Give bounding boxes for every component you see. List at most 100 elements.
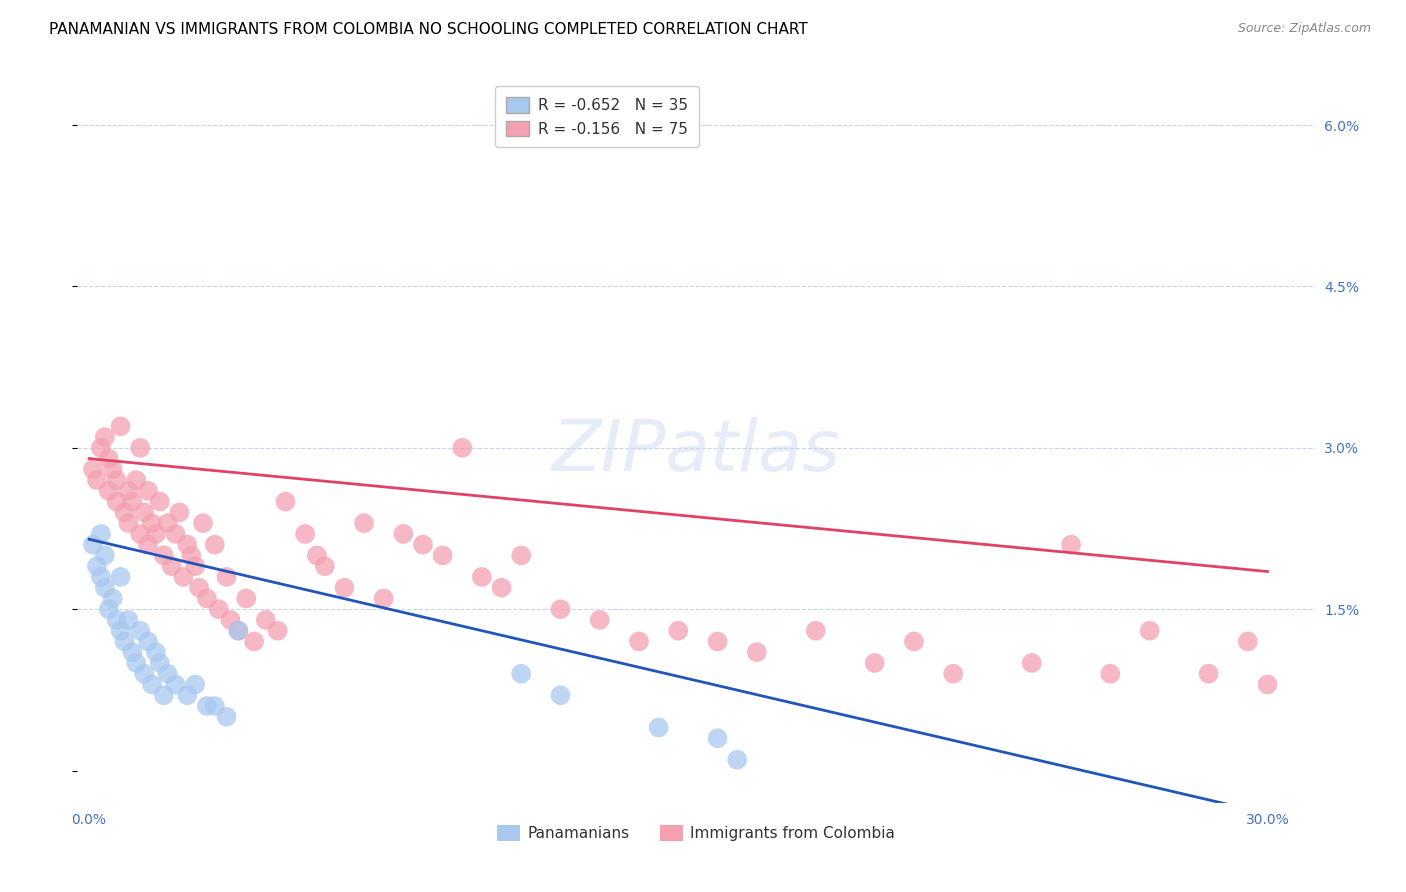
- Point: [132, 666, 155, 681]
- Point: [184, 559, 207, 574]
- Point: [243, 634, 266, 648]
- Point: [804, 624, 827, 638]
- Point: [110, 419, 132, 434]
- Point: [903, 634, 925, 648]
- Point: [204, 538, 226, 552]
- Point: [627, 634, 650, 648]
- Point: [215, 710, 238, 724]
- Point: [110, 570, 132, 584]
- Point: [156, 666, 179, 681]
- Point: [94, 430, 117, 444]
- Point: [510, 549, 533, 563]
- Point: [105, 494, 128, 508]
- Point: [97, 483, 120, 498]
- Point: [392, 527, 415, 541]
- Point: [114, 634, 136, 648]
- Point: [90, 570, 112, 584]
- Point: [228, 624, 250, 638]
- Point: [1198, 666, 1220, 681]
- Point: [195, 591, 218, 606]
- Point: [176, 538, 198, 552]
- Point: [1256, 677, 1278, 691]
- Point: [121, 494, 143, 508]
- Point: [180, 549, 202, 563]
- Point: [90, 527, 112, 541]
- Point: [82, 538, 104, 552]
- Point: [117, 613, 139, 627]
- Point: [1021, 656, 1043, 670]
- Point: [94, 581, 117, 595]
- Point: [195, 698, 218, 713]
- Point: [432, 549, 454, 563]
- Point: [204, 698, 226, 713]
- Point: [90, 441, 112, 455]
- Point: [451, 441, 474, 455]
- Point: [82, 462, 104, 476]
- Point: [145, 645, 167, 659]
- Point: [136, 483, 159, 498]
- Point: [152, 549, 174, 563]
- Point: [510, 666, 533, 681]
- Point: [1139, 624, 1161, 638]
- Point: [274, 494, 297, 508]
- Point: [706, 634, 728, 648]
- Point: [165, 677, 187, 691]
- Point: [942, 666, 965, 681]
- Point: [165, 527, 187, 541]
- Point: [105, 613, 128, 627]
- Point: [149, 656, 172, 670]
- Point: [145, 527, 167, 541]
- Point: [94, 549, 117, 563]
- Point: [141, 677, 163, 691]
- Point: [117, 483, 139, 498]
- Point: [169, 505, 191, 519]
- Point: [235, 591, 257, 606]
- Point: [412, 538, 434, 552]
- Point: [152, 688, 174, 702]
- Point: [172, 570, 194, 584]
- Point: [149, 494, 172, 508]
- Point: [136, 634, 159, 648]
- Point: [160, 559, 183, 574]
- Point: [101, 462, 124, 476]
- Point: [745, 645, 768, 659]
- Point: [1060, 538, 1083, 552]
- Point: [208, 602, 231, 616]
- Legend: Panamanians, Immigrants from Colombia: Panamanians, Immigrants from Colombia: [488, 815, 904, 850]
- Point: [863, 656, 886, 670]
- Point: [333, 581, 356, 595]
- Point: [125, 656, 148, 670]
- Point: [373, 591, 395, 606]
- Point: [156, 516, 179, 530]
- Point: [86, 473, 108, 487]
- Point: [647, 721, 669, 735]
- Point: [589, 613, 612, 627]
- Point: [110, 624, 132, 638]
- Text: PANAMANIAN VS IMMIGRANTS FROM COLOMBIA NO SCHOOLING COMPLETED CORRELATION CHART: PANAMANIAN VS IMMIGRANTS FROM COLOMBIA N…: [49, 22, 808, 37]
- Point: [97, 602, 120, 616]
- Point: [114, 505, 136, 519]
- Point: [725, 753, 748, 767]
- Point: [86, 559, 108, 574]
- Text: ZIPatlas: ZIPatlas: [551, 417, 841, 486]
- Point: [129, 624, 152, 638]
- Point: [215, 570, 238, 584]
- Point: [184, 677, 207, 691]
- Point: [228, 624, 250, 638]
- Text: Source: ZipAtlas.com: Source: ZipAtlas.com: [1237, 22, 1371, 36]
- Point: [188, 581, 211, 595]
- Point: [471, 570, 494, 584]
- Point: [132, 505, 155, 519]
- Point: [706, 731, 728, 746]
- Point: [294, 527, 316, 541]
- Point: [353, 516, 375, 530]
- Point: [666, 624, 689, 638]
- Point: [254, 613, 277, 627]
- Point: [305, 549, 328, 563]
- Point: [1099, 666, 1122, 681]
- Point: [117, 516, 139, 530]
- Point: [219, 613, 242, 627]
- Point: [129, 441, 152, 455]
- Point: [105, 473, 128, 487]
- Point: [550, 688, 572, 702]
